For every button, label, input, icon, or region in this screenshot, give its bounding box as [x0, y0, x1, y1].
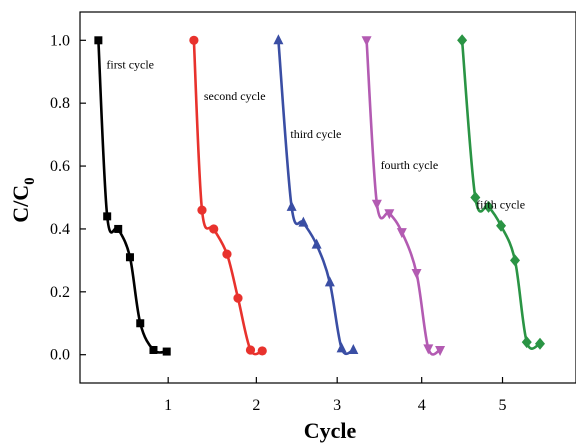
- data-point-diamond: [510, 254, 521, 267]
- data-point-circle: [189, 35, 199, 45]
- data-point-circle: [209, 224, 219, 234]
- series-line: [277, 39, 355, 356]
- series-2: [189, 35, 267, 356]
- x-tick-label: 1: [164, 397, 172, 414]
- data-point-square: [149, 345, 158, 354]
- data-point-square: [114, 224, 123, 233]
- y-tick-label: 0.6: [50, 158, 70, 175]
- series-annotation: second cycle: [204, 89, 266, 103]
- data-point-circle: [197, 205, 207, 215]
- data-point-triangle-up: [286, 200, 297, 211]
- data-point-triangle-down: [435, 345, 446, 356]
- data-point-triangle-down: [411, 268, 422, 279]
- series-annotations: first cycle second cycle third cycle fourth…: [106, 58, 525, 212]
- data-point-square: [94, 36, 103, 45]
- plot-frame: [79, 11, 576, 384]
- data-point-triangle-up: [348, 343, 359, 354]
- data-point-square: [125, 253, 134, 262]
- x-tick-label: 5: [499, 397, 507, 414]
- data-point-diamond: [521, 336, 532, 349]
- series-line: [97, 39, 168, 354]
- x-axis-title: Cycle: [304, 418, 357, 443]
- data-point-triangle-down: [396, 228, 407, 239]
- data-point-diamond: [496, 219, 507, 232]
- y-axis-ticks: 0.0 0.2 0.4 0.6 0.8 1.0: [50, 32, 86, 364]
- series-1: [94, 36, 171, 356]
- data-point-diamond: [457, 34, 468, 47]
- data-point-square: [103, 212, 112, 221]
- data-point-diamond: [534, 337, 545, 350]
- data-point-square: [162, 347, 171, 356]
- series-line: [192, 39, 264, 356]
- series-5: [457, 34, 545, 350]
- data-point-triangle-up: [273, 34, 284, 45]
- series-4: [361, 36, 446, 356]
- data-point-triangle-up: [298, 216, 309, 227]
- data-point-diamond: [470, 191, 481, 204]
- data-point-triangle-down: [371, 199, 382, 210]
- series-annotation: fourth cycle: [381, 158, 439, 172]
- data-point-triangle-down: [361, 36, 372, 47]
- y-tick-label: 1.0: [50, 32, 70, 49]
- x-axis-ticks: 1 2 3 4 5: [164, 377, 507, 414]
- data-point-triangle-down: [423, 344, 434, 355]
- series-3: [273, 34, 359, 356]
- series-line: [365, 39, 442, 356]
- y-axis-title-main: C/C: [8, 185, 33, 223]
- y-tick-label: 0.8: [50, 95, 70, 112]
- x-tick-label: 3: [333, 397, 341, 414]
- data-point-triangle-up: [311, 238, 322, 249]
- data-point-triangle-up: [336, 342, 347, 353]
- y-axis-title-subscript: 0: [22, 177, 38, 185]
- data-point-circle: [233, 293, 243, 303]
- data-point-triangle-up: [324, 276, 335, 287]
- y-tick-label: 0.0: [50, 347, 70, 364]
- series-layer: [94, 34, 545, 356]
- data-point-circle: [245, 345, 256, 355]
- x-tick-label: 2: [252, 397, 260, 414]
- y-axis-title: C/C0: [8, 177, 38, 222]
- data-point-circle: [222, 249, 232, 259]
- series-annotation: fifth cycle: [476, 198, 525, 212]
- y-tick-label: 0.2: [50, 284, 70, 301]
- data-point-triangle-down: [384, 209, 395, 220]
- data-point-diamond: [483, 200, 494, 213]
- data-point-square: [136, 319, 145, 328]
- series-annotation: third cycle: [290, 127, 341, 141]
- y-tick-label: 0.4: [50, 221, 70, 238]
- series-annotation: first cycle: [106, 58, 154, 72]
- data-point-circle: [257, 346, 267, 356]
- x-tick-label: 4: [418, 397, 426, 414]
